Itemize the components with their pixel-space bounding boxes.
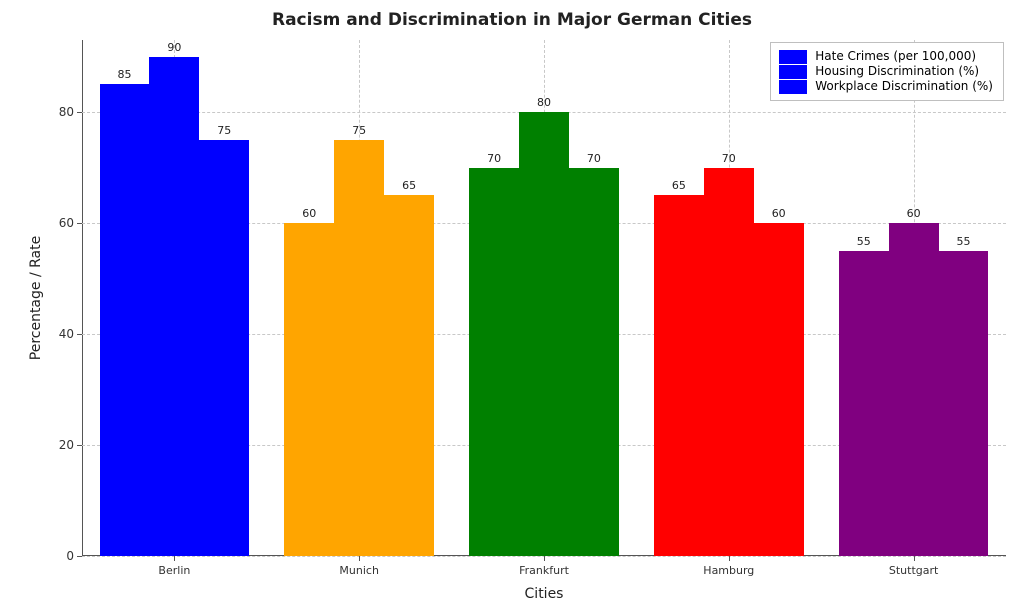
legend-label: Housing Discrimination (%) <box>815 64 979 79</box>
bar-value-label: 75 <box>352 124 366 137</box>
bar <box>284 223 334 556</box>
bar <box>754 223 804 556</box>
bar <box>704 168 754 556</box>
x-axis-label: Cities <box>525 586 564 602</box>
legend-label: Workplace Discrimination (%) <box>815 79 993 94</box>
bar <box>199 140 249 556</box>
legend-swatch <box>779 65 807 79</box>
bar <box>939 251 989 556</box>
y-tick-mark <box>77 334 82 335</box>
legend: Hate Crimes (per 100,000)Housing Discrim… <box>770 42 1004 101</box>
legend-item: Workplace Discrimination (%) <box>779 79 993 94</box>
bar-value-label: 55 <box>956 235 970 248</box>
y-axis-spine <box>82 40 83 556</box>
bar-value-label: 90 <box>167 41 181 54</box>
y-tick-mark <box>77 223 82 224</box>
bar <box>149 57 199 556</box>
bar-value-label: 65 <box>672 179 686 192</box>
bar <box>100 84 150 556</box>
bar <box>569 168 619 556</box>
bar <box>469 168 519 556</box>
bar-value-label: 80 <box>537 96 551 109</box>
bar-value-label: 70 <box>722 152 736 165</box>
bar <box>519 112 569 556</box>
bar <box>654 195 704 556</box>
bar-value-label: 60 <box>772 207 786 220</box>
y-tick-mark <box>77 445 82 446</box>
legend-swatch <box>779 50 807 64</box>
bar-value-label: 60 <box>907 207 921 220</box>
legend-item: Housing Discrimination (%) <box>779 64 993 79</box>
bar-value-label: 75 <box>217 124 231 137</box>
x-tick-mark <box>359 556 360 561</box>
chart-title: Racism and Discrimination in Major Germa… <box>0 10 1024 30</box>
bar <box>889 223 939 556</box>
x-tick-mark <box>544 556 545 561</box>
y-tick-mark <box>77 112 82 113</box>
legend-label: Hate Crimes (per 100,000) <box>815 49 976 64</box>
y-tick-mark <box>77 556 82 557</box>
legend-swatch <box>779 80 807 94</box>
bar-value-label: 85 <box>118 68 132 81</box>
legend-item: Hate Crimes (per 100,000) <box>779 49 993 64</box>
bar <box>839 251 889 556</box>
x-tick-mark <box>174 556 175 561</box>
x-tick-mark <box>914 556 915 561</box>
bar-value-label: 70 <box>487 152 501 165</box>
bar-value-label: 60 <box>302 207 316 220</box>
plot-area: 020406080BerlinMunichFrankfurtHamburgStu… <box>82 40 1006 556</box>
bar-value-label: 70 <box>587 152 601 165</box>
y-axis-label: Percentage / Rate <box>28 236 44 360</box>
bar-value-label: 65 <box>402 179 416 192</box>
bar-value-label: 55 <box>857 235 871 248</box>
chart-container: Racism and Discrimination in Major Germa… <box>0 0 1024 611</box>
bar <box>384 195 434 556</box>
x-tick-mark <box>729 556 730 561</box>
bar <box>334 140 384 556</box>
